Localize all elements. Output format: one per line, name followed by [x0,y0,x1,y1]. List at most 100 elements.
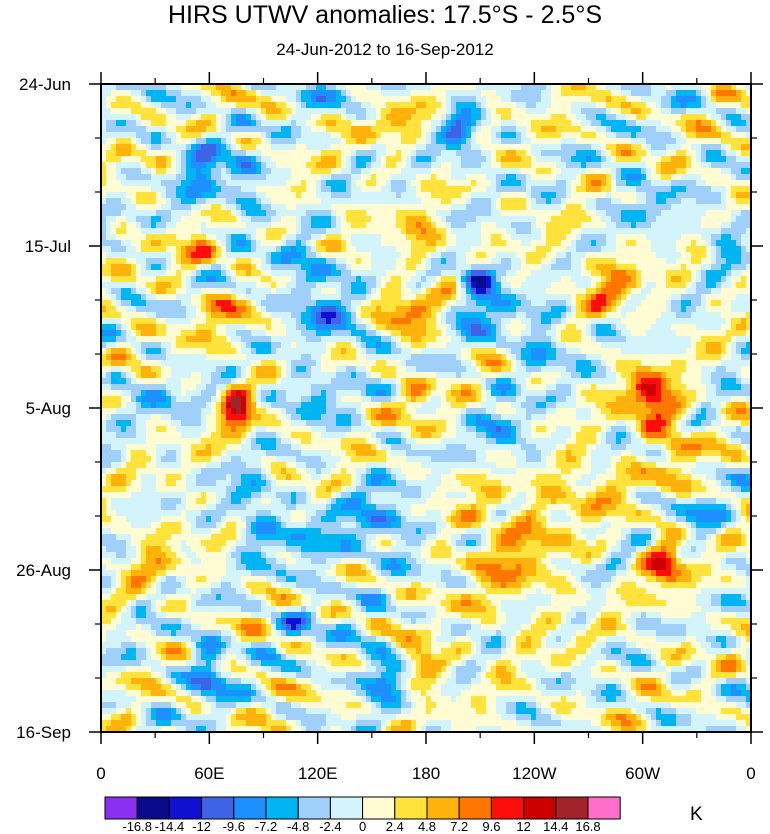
heatmap-cell [501,288,512,295]
heatmap-cell [686,522,692,529]
heatmap-cell [711,372,737,379]
heatmap-cell [721,594,742,601]
heatmap-cell [381,594,387,601]
heatmap-cell [601,306,607,313]
heatmap-cell [121,654,137,661]
heatmap-cell [361,522,372,529]
heatmap-cell [616,132,632,139]
heatmap-cell [686,420,692,427]
heatmap-cell [471,360,477,367]
heatmap-cell [596,132,607,139]
heatmap-cell [391,522,402,529]
heatmap-cell [316,660,332,667]
heatmap-cell [626,468,642,475]
heatmap-cell [191,204,202,211]
heatmap-cell [576,306,582,313]
heatmap-cell [376,120,392,127]
heatmap-cell [161,360,252,367]
heatmap-cell [461,354,472,361]
heatmap-cell [401,678,407,685]
heatmap-cell [581,330,587,337]
heatmap-cell [691,162,702,169]
heatmap-cell [136,348,142,355]
heatmap-cell [111,270,132,277]
heatmap-cell [531,156,537,163]
heatmap-cell [521,444,537,451]
heatmap-cell [501,426,512,433]
heatmap-cell [466,630,497,637]
heatmap-cell [581,204,587,211]
heatmap-cell [151,666,167,673]
heatmap-cell [376,438,382,445]
heatmap-cell [326,120,337,127]
heatmap-cell [476,288,487,295]
heatmap-cell [301,588,317,595]
heatmap-cell [741,534,747,541]
heatmap-cell [731,222,751,229]
heatmap-cell [491,432,512,439]
heatmap-cell [291,372,312,379]
heatmap-cell [146,546,162,553]
heatmap-cell [536,558,542,565]
heatmap-cell [596,492,622,499]
heatmap-cell [536,510,542,517]
heatmap-cell [571,528,582,535]
heatmap-cell [261,660,297,667]
heatmap-cell [291,498,297,505]
heatmap-cell [456,120,462,127]
heatmap-cell [121,312,147,319]
heatmap-cell [451,672,457,679]
heatmap-cell [416,270,427,277]
heatmap-cell [576,174,582,181]
heatmap-cell [736,150,742,157]
heatmap-cell [226,648,242,655]
heatmap-cell [731,486,742,493]
heatmap-cell [541,378,557,385]
heatmap-cell [141,474,157,481]
heatmap-cell [486,666,492,673]
heatmap-cell [421,690,427,697]
heatmap-cell [361,258,372,265]
heatmap-cell [441,234,447,241]
heatmap-cell [576,588,587,595]
heatmap-cell [156,450,167,457]
heatmap-cell [296,228,302,235]
heatmap-cell [391,594,397,601]
heatmap-cell [466,198,472,205]
heatmap-cell [576,324,587,331]
heatmap-cell [581,690,592,697]
heatmap-cell [626,384,632,391]
heatmap-cell [171,414,202,421]
heatmap-cell [481,672,487,679]
heatmap-cell [491,258,502,265]
heatmap-cell [731,282,737,289]
heatmap-cell [391,120,407,127]
heatmap-cell [421,120,432,127]
heatmap-cell [666,450,672,457]
heatmap-cell [671,456,697,463]
heatmap-cell [301,264,312,271]
heatmap-cell [601,690,622,697]
heatmap-cell [506,240,522,247]
heatmap-cell [591,120,602,127]
heatmap-cell [131,198,137,205]
heatmap-cell [206,198,227,205]
heatmap-cell [476,648,482,655]
heatmap-cell [666,384,672,391]
heatmap-cell [231,294,237,301]
heatmap-cell [431,468,452,475]
heatmap-cell [381,558,392,565]
heatmap-cell [101,264,112,271]
heatmap-cell [326,276,357,283]
heatmap-cell [146,162,157,169]
heatmap-cell [341,222,352,229]
heatmap-cell [196,642,202,649]
heatmap-cell [366,222,397,229]
heatmap-cell [606,192,612,199]
heatmap-cell [241,342,247,349]
heatmap-cell [396,390,402,397]
heatmap-cell [741,456,751,463]
heatmap-cell [351,132,377,139]
heatmap-cell [311,288,322,295]
heatmap-cell [481,150,492,157]
